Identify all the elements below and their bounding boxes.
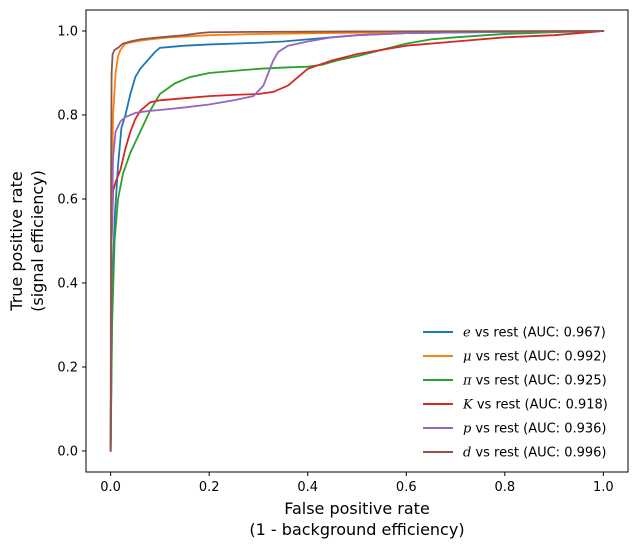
x-tick-label: 0.6 <box>396 480 417 495</box>
series-line-6 <box>109 30 605 452</box>
legend-label: e vs rest (AUC: 0.967) <box>463 326 606 341</box>
y-tick-label: 0.6 <box>57 193 78 208</box>
plot-area <box>109 30 605 452</box>
x-axis-subtitle: (1 - background efficiency) <box>249 520 464 539</box>
legend-label: p vs rest (AUC: 0.936) <box>463 422 606 437</box>
series-line-2 <box>109 30 605 452</box>
y-tick-label: 0.8 <box>57 109 78 124</box>
series-line-4 <box>109 30 605 452</box>
y-tick-label: 0.4 <box>57 277 78 292</box>
x-axis: 0.0 0.2 0.4 0.6 0.8 1.0 <box>100 472 614 495</box>
y-axis: 0.0 0.2 0.4 0.6 0.8 1.0 <box>57 25 86 460</box>
x-tick-label: 1.0 <box>593 480 614 495</box>
legend-label: d vs rest (AUC: 0.996) <box>463 446 606 461</box>
series-line-5 <box>109 30 605 452</box>
y-tick-label: 1.0 <box>57 25 78 40</box>
legend-label: μ vs rest (AUC: 0.992) <box>463 350 607 365</box>
legend: e vs rest (AUC: 0.967) μ vs rest (AUC: 0.… <box>423 326 608 461</box>
legend-label: K vs rest (AUC: 0.918) <box>462 398 608 413</box>
axes-frame <box>85 9 629 473</box>
y-axis-subtitle: (signal efficiency) <box>28 170 47 312</box>
x-axis-title: False positive rate <box>284 499 430 518</box>
x-tick-label: 0.0 <box>100 480 121 495</box>
x-tick-label: 0.8 <box>494 480 515 495</box>
series-line-3 <box>109 30 605 452</box>
y-axis-title: True positive rate <box>7 171 26 311</box>
x-tick-label: 0.2 <box>199 480 220 495</box>
x-tick-label: 0.4 <box>297 480 318 495</box>
legend-label: π vs rest (AUC: 0.925) <box>462 374 607 389</box>
y-tick-label: 0.0 <box>57 445 78 460</box>
y-tick-label: 0.2 <box>57 361 78 376</box>
